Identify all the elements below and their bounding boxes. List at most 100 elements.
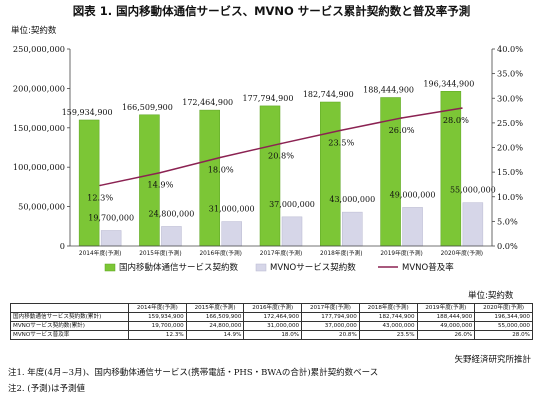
table-cell: 49,000,000 <box>416 321 476 331</box>
point-mvno-rate <box>219 156 222 159</box>
table-cell: 182,744,900 <box>358 312 418 322</box>
data-label-mobile-contracts: 182,744,900 <box>303 90 354 99</box>
legend-swatch-mobile-contracts <box>104 263 116 272</box>
data-label-mvno-contracts: 49,000,000 <box>390 190 436 199</box>
data-label-mobile-contracts: 172,464,900 <box>182 98 233 107</box>
table-cell: 23.5% <box>358 330 418 340</box>
table-header-cell: 2018年度(予測) <box>358 303 418 313</box>
right-axis-tick-label: 40.0% <box>497 44 523 54</box>
data-label-mobile-contracts: 188,444,900 <box>363 86 414 95</box>
x-axis-tick-label: 2020年度(予測) <box>441 249 483 257</box>
table-cell: 20.8% <box>301 330 360 340</box>
table-header-cell: 2016年度(予測) <box>243 303 303 313</box>
data-label-mvno-rate: 14.9% <box>147 180 173 190</box>
table-row: MVNOサービス普及率 12.3% 14.9% 18.0% 20.8% 23.5… <box>10 330 533 340</box>
table-cell: 18.0% <box>243 330 303 340</box>
right-axis-tick-label: 25.0% <box>497 118 523 128</box>
point-mvno-rate <box>340 129 343 132</box>
data-label-mvno-contracts: 55,000,000 <box>450 186 496 195</box>
left-axis-tick-label: 100,000,000 <box>13 162 65 172</box>
table-unit: 単位:契約数 <box>468 291 514 301</box>
table-cell: 55,000,000 <box>474 321 533 331</box>
data-label-mobile-contracts: 159,934,900 <box>62 108 113 117</box>
data-label-mvno-rate: 18.0% <box>208 164 234 174</box>
legend-label-mobile-contracts: 国内移動体通信サービス契約数 <box>119 262 239 273</box>
table-cell: 188,444,900 <box>416 312 476 322</box>
bar-mobile-contracts <box>78 119 100 247</box>
note-2: 注2. (予測)は予測値 <box>8 384 85 394</box>
table-header-cell <box>10 303 129 313</box>
table-cell: 177,794,900 <box>301 312 360 322</box>
left-axis-tick-label: 0 <box>60 241 65 251</box>
left-axis-tick-label: 250,000,000 <box>13 44 65 54</box>
left-axis-tick-label: 200,000,000 <box>13 83 65 93</box>
x-axis-tick-label: 2018年度(予測) <box>320 249 362 257</box>
table-cell: 43,000,000 <box>358 321 418 331</box>
left-axis-unit: 単位:契約数 <box>11 26 57 36</box>
data-label-mvno-contracts: 24,800,000 <box>149 209 195 218</box>
table-cell: 31,000,000 <box>243 321 303 331</box>
bar-mvno-contracts <box>161 226 182 247</box>
point-mvno-rate <box>461 107 463 109</box>
data-label-mvno-contracts: 43,000,000 <box>329 195 375 204</box>
point-mvno-rate <box>159 171 162 174</box>
data-label-mvno-rate: 12.3% <box>87 192 113 202</box>
table-row-label: 国内移動通信サービス契約数(累計) <box>10 312 129 322</box>
data-label-mvno-contracts: 37,000,000 <box>269 200 315 209</box>
right-axis-tick-label: 5.0% <box>497 216 518 226</box>
right-axis-tick-label: 0.0% <box>497 241 518 251</box>
x-axis-tick-label: 2017年度(予測) <box>260 249 302 257</box>
table-cell: 159,934,900 <box>128 312 187 322</box>
bar-mobile-contracts <box>199 109 220 247</box>
x-axis-tick-label: 2016年度(予測) <box>199 249 241 257</box>
source-credit: 矢野経済研究所推計 <box>454 355 531 365</box>
data-label-mvno-rate: 28.0% <box>443 115 469 125</box>
data-label-mobile-contracts: 196,344,900 <box>423 79 474 88</box>
bar-mvno-contracts <box>100 230 122 247</box>
left-axis-tick-label: 50,000,000 <box>18 202 65 212</box>
x-axis-tick-label: 2019年度(予測) <box>380 249 422 257</box>
point-mvno-rate <box>400 117 403 119</box>
table-row-label: MVNOサービス普及率 <box>10 330 129 340</box>
table-header-row: 2014年度(予測) 2015年度(予測) 2016年度(予測) 2017年度(… <box>10 303 533 313</box>
data-label-mvno-rate: 20.8% <box>268 151 294 161</box>
table-cell: 37,000,000 <box>301 321 360 331</box>
table-row: 国内移動通信サービス契約数(累計) 159,934,900 166,509,90… <box>10 312 533 322</box>
table-row-label: MVNOサービス契約数(累計) <box>10 321 129 331</box>
right-axis-tick-label: 20.0% <box>497 143 523 153</box>
right-axis-tick-label: 15.0% <box>497 167 523 177</box>
table-header-cell: 2020年度(予測) <box>474 303 533 313</box>
legend-label-mvno-contracts: MVNOサービス契約数 <box>270 262 356 273</box>
data-label-mobile-contracts: 166,509,900 <box>122 103 173 112</box>
right-axis-tick-label: 35.0% <box>497 69 523 79</box>
bar-mvno-contracts <box>462 202 484 247</box>
left-axis-tick-label: 150,000,000 <box>13 123 65 133</box>
data-label-mobile-contracts: 177,794,900 <box>243 94 294 103</box>
data-label-mvno-contracts: 31,000,000 <box>209 205 255 214</box>
table-cell: 172,464,900 <box>243 312 303 322</box>
bar-mvno-contracts <box>402 207 423 247</box>
bar-mvno-contracts <box>221 221 242 247</box>
data-label-mvno-rate: 23.5% <box>328 137 354 147</box>
table-header-cell: 2014年度(予測) <box>128 303 187 313</box>
table-row: MVNOサービス契約数(累計) 19,700,000 24,800,000 31… <box>10 321 533 331</box>
right-axis-tick-label: 30.0% <box>497 93 523 103</box>
x-axis-tick-label: 2014年度(予測) <box>79 249 121 257</box>
note-1: 注1. 年度(4月~3月)、国内移動体通信サービス(携帯電話・PHS・BWAの合… <box>8 368 379 378</box>
right-axis-tick-label: 10.0% <box>497 192 523 202</box>
table-header-cell: 2019年度(予測) <box>416 303 476 313</box>
legend-label-mvno-rate: MVNO普及率 <box>402 262 454 273</box>
legend-swatch-mvno-contracts <box>255 263 267 272</box>
data-label-mvno-rate: 26.0% <box>389 125 415 135</box>
data-table: 2014年度(予測) 2015年度(予測) 2016年度(予測) 2017年度(… <box>10 303 533 340</box>
table-cell: 196,344,900 <box>474 312 533 322</box>
table-cell: 28.0% <box>474 330 533 340</box>
point-mvno-rate <box>280 142 282 145</box>
table-cell: 26.0% <box>416 330 476 340</box>
bar-mobile-contracts <box>320 101 341 247</box>
table-header-cell: 2015年度(予測) <box>185 303 245 313</box>
data-label-mvno-contracts: 19,700,000 <box>88 213 134 222</box>
table-cell: 12.3% <box>128 330 187 340</box>
table-cell: 14.9% <box>185 330 245 340</box>
chart: 0 50,000,000 100,000,000 150,000,000 200,000… <box>13 44 523 273</box>
